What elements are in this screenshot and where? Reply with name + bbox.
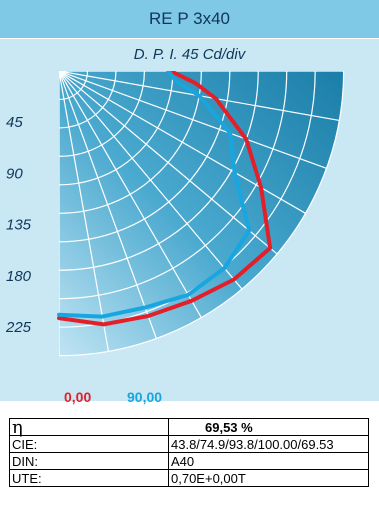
- grid-spoke: [59, 71, 306, 214]
- legend-series-1: 0,00: [64, 389, 92, 405]
- grid-spoke: [59, 71, 327, 169]
- tick-label: 180: [6, 268, 32, 285]
- chart-title: RE P 3x40: [149, 9, 230, 28]
- din-label: DIN:: [9, 452, 169, 470]
- radial-tick-labels: 45 90 135 180 225: [5, 114, 32, 336]
- grid-spoke: [59, 71, 157, 339]
- table-row: DIN: A40: [9, 452, 369, 470]
- title-bar: RE P 3x40: [0, 0, 379, 39]
- tick-label: 45: [6, 114, 23, 131]
- series-0-curve: [57, 71, 273, 327]
- series-curves: [57, 71, 273, 327]
- grid-spoke: [59, 71, 110, 352]
- table-row: CIE: 43.8/74.9/93.8/100.00/69.53: [9, 435, 369, 453]
- polar-chart: 45 90 135 180 225: [5, 71, 345, 357]
- photometric-table: η 69,53 % CIE: 43.8/74.9/93.8/100.00/69.…: [9, 418, 369, 487]
- din-value: A40: [168, 452, 369, 470]
- cie-label: CIE:: [9, 435, 169, 453]
- grid-ring: [59, 71, 117, 129]
- efficiency-value: 69,53 %: [168, 418, 369, 436]
- grid-ring: [59, 71, 145, 157]
- table-row: UTE: 0,70E+0,00T: [9, 469, 369, 487]
- table-row: η 69,53 %: [9, 418, 369, 436]
- ute-label: UTE:: [9, 469, 169, 487]
- grid-ring: [59, 71, 174, 186]
- grid-ring: [59, 71, 259, 271]
- tick-label: 90: [6, 165, 23, 182]
- legend: 0,00 90,00: [0, 389, 379, 407]
- grid-spoke: [59, 71, 243, 290]
- legend-series-2: 90,00: [127, 389, 163, 405]
- tick-label: 225: [5, 319, 32, 336]
- cie-value: 43.8/74.9/93.8/100.00/69.53: [168, 435, 369, 453]
- series-90-curve: [57, 71, 252, 319]
- ute-value: 0,70E+0,00T: [168, 469, 369, 487]
- grid-ring: [59, 71, 288, 300]
- grid-ring: [59, 71, 202, 214]
- subtitle-bar: D. P. I. 45 Cd/div: [0, 39, 379, 71]
- grid-ring: [59, 71, 345, 357]
- grid-spoke: [59, 71, 202, 318]
- quadrant-background: [59, 71, 344, 356]
- tick-label: 135: [6, 217, 32, 234]
- chart-subtitle: D. P. I. 45 Cd/div: [133, 46, 246, 63]
- polar-grid: [59, 71, 345, 357]
- efficiency-label: η: [9, 418, 169, 436]
- grid-spoke: [59, 71, 278, 255]
